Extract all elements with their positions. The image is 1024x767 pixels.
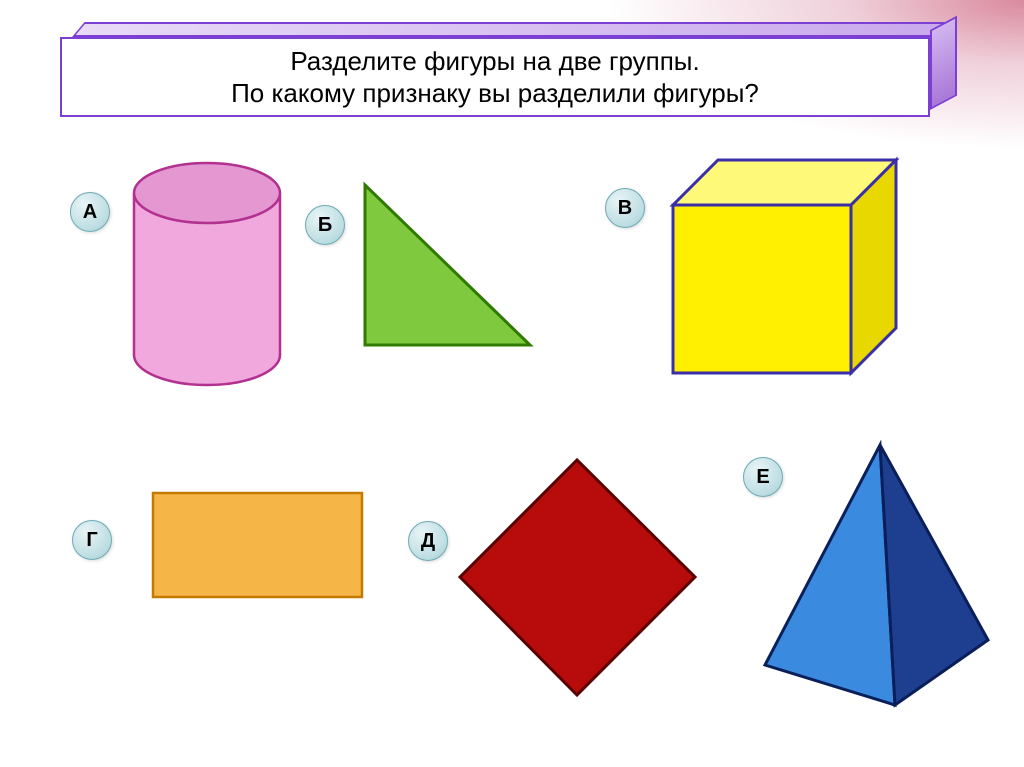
label-d: Д [421, 530, 435, 553]
rectangle-svg [150, 490, 365, 600]
title-line-1: Разделите фигуры на две группы. [290, 45, 699, 78]
shape-pyramid [760, 440, 995, 720]
label-v: В [618, 197, 632, 220]
label-badge-d: Д [408, 521, 448, 561]
title-bar-top-face [72, 22, 955, 37]
shape-cube [668, 155, 903, 385]
label-badge-v: В [605, 188, 645, 228]
label-badge-b: Б [305, 205, 345, 245]
triangle-svg [360, 180, 535, 355]
label-g: Г [86, 529, 97, 552]
pyramid-svg [760, 440, 995, 715]
shape-rectangle [150, 490, 365, 605]
shape-rhombus [455, 455, 700, 705]
label-badge-a: А [70, 192, 110, 232]
cylinder-svg [130, 160, 285, 390]
title-bar: Разделите фигуры на две группы. По каком… [60, 22, 960, 117]
title-line-2: По какому признаку вы разделили фигуры? [231, 77, 759, 110]
label-a: А [83, 201, 97, 224]
shape-triangle [360, 180, 535, 360]
title-bar-side-face [930, 16, 957, 110]
label-b: Б [318, 214, 332, 237]
title-bar-front-face: Разделите фигуры на две группы. По каком… [60, 37, 930, 117]
cube-svg [668, 155, 903, 380]
rhombus-svg [455, 455, 700, 700]
label-badge-g: Г [72, 520, 112, 560]
shape-cylinder [130, 160, 285, 395]
